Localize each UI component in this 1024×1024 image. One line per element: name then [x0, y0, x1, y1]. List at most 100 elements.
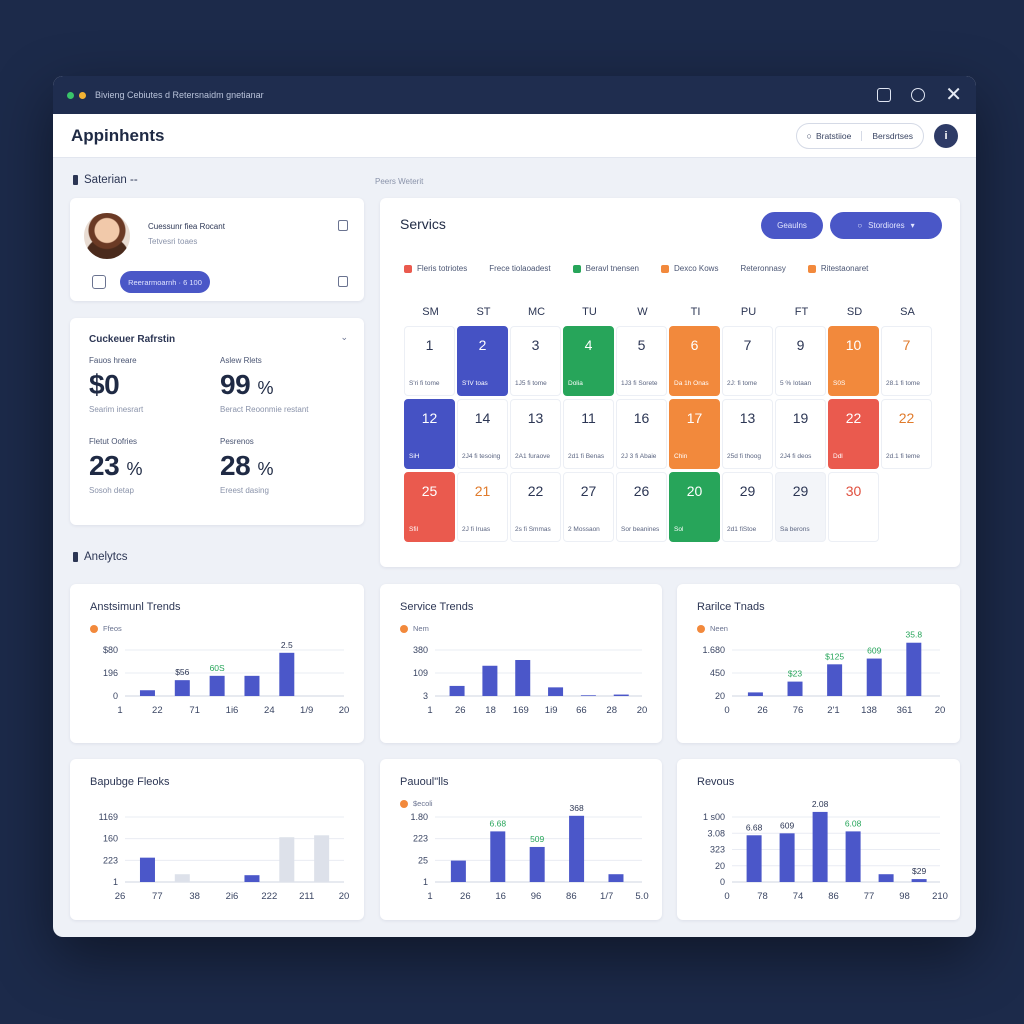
x-tick-label: 5.0 — [635, 891, 648, 902]
calendar-day[interactable]: 2 S'IV toas — [457, 326, 508, 396]
maximize-icon[interactable] — [911, 88, 926, 102]
calendar-day[interactable]: 19 2Ј4 fi deos — [775, 399, 826, 469]
window-dot-yellow[interactable] — [79, 91, 86, 99]
breadcrumb[interactable]: Peers Weterit — [375, 177, 424, 186]
minimize-icon[interactable] — [877, 88, 892, 102]
day-number: 25 — [421, 483, 438, 499]
data-label: 609 — [867, 646, 881, 656]
header-pill-right[interactable]: Bersdrtses — [861, 130, 923, 141]
calendar-day[interactable]: 29 2d1 fiStoe — [722, 472, 773, 542]
info-button[interactable]: i — [934, 123, 958, 148]
calendar-day[interactable]: 12 SiH — [404, 399, 455, 469]
services-primary-button[interactable]: Geaulns — [761, 212, 823, 239]
services-title: Servics — [400, 216, 446, 232]
day-event: 2Ј4 fi tesoing — [462, 453, 501, 460]
legend-item[interactable]: Ritestaonaret — [807, 264, 868, 273]
window-dot-green[interactable] — [67, 91, 74, 99]
calendar-day[interactable]: 11 2d1 fi Benas — [563, 399, 614, 469]
x-tick-label: 77 — [152, 891, 163, 902]
day-event: Sfil — [409, 526, 419, 533]
legend-item[interactable]: Dexco Kows — [660, 264, 718, 273]
calendar-day[interactable]: 25 Sfil — [404, 472, 455, 542]
day-number: 9 — [796, 337, 805, 353]
x-tick-label: 1 — [427, 705, 432, 716]
calendar-day[interactable]: 3 1Ј5 fi tome — [510, 326, 561, 396]
chart-bar — [174, 680, 190, 696]
data-label: $125 — [825, 651, 844, 661]
calendar-day[interactable]: 14 2Ј4 fi tesoing — [457, 399, 508, 469]
stat-4: Pesrenos 28 % Ereest dasing — [220, 437, 273, 495]
avatar[interactable] — [82, 211, 132, 261]
calendar-day[interactable]: 30 — [828, 472, 879, 542]
calendar-day[interactable]: 10 S0S — [828, 326, 879, 396]
calendar-day[interactable]: 9 5 % Iotaan — [775, 326, 826, 396]
weekday-label: FT — [794, 306, 809, 318]
services-legend: Fleris totriotes Frece tiolaoadest Beravl … — [404, 264, 868, 273]
day-event: 2 Mossaon — [568, 526, 600, 533]
chart-bar — [450, 860, 466, 882]
close-icon[interactable]: ✕ — [945, 84, 962, 106]
calendar-day[interactable]: 1 S'ri fi tome — [404, 326, 455, 396]
chart-bar — [244, 875, 260, 882]
x-tick-label: 1 — [427, 891, 432, 902]
left-section-label-text: Saterian -- — [84, 174, 138, 186]
calendar-day[interactable]: 21 2Ј fi Iruas — [457, 472, 508, 542]
chart-bar — [314, 835, 330, 882]
chart-legend: Ffeos — [90, 624, 122, 633]
chart-bar — [779, 833, 795, 882]
calendar-weekdays: SM ST MC TU W TI PU FT SD SA — [404, 306, 934, 318]
calendar-day[interactable]: 20 Sol — [669, 472, 720, 542]
calendar-day[interactable]: 26 Sor beanines — [616, 472, 667, 542]
bookmark-icon[interactable] — [338, 220, 348, 231]
calendar-day[interactable]: 27 2 Mossaon — [563, 472, 614, 542]
calendar-day[interactable]: 7 28.1 fi tome — [881, 326, 932, 396]
calendar-day[interactable]: 29 Sa berons — [775, 472, 826, 542]
chart-card: Bapubge Fleoks 1169 160 223 1 26 77 38 2i6 222 211… — [70, 759, 364, 920]
x-tick-label: 0 — [724, 891, 729, 902]
chart-plot: 380 109 3 1 26 18 169 1i9 66 28 20 — [413, 645, 647, 716]
chart-card: Revous 1 s00 3.08 323 20 0 6.68 609 2.08 6.08 $29 0… — [677, 759, 960, 920]
day-number: 16 — [633, 410, 650, 426]
x-tick-label: 98 — [899, 891, 910, 902]
day-event: 2Ј fi Iruas — [462, 526, 491, 533]
day-number: 29 — [739, 483, 756, 499]
calendar-day[interactable]: 16 2Ј 3 fi Abaie — [616, 399, 667, 469]
calendar-day[interactable]: 22 2d.1 fi teme — [881, 399, 932, 469]
chevron-down-icon[interactable]: ⌄ — [340, 332, 348, 342]
calendar-day[interactable]: 13 25d fi thoog — [722, 399, 773, 469]
profile-action-button[interactable]: Reerarmoarnh · 6 100 — [120, 271, 210, 293]
section-icon — [73, 175, 78, 185]
calendar-day[interactable]: 22 2s fi Smmas — [510, 472, 561, 542]
day-event: 2d1 fiStoe — [727, 526, 757, 533]
x-tick-label: 1/7 — [600, 891, 613, 902]
data-label: $56 — [175, 667, 189, 677]
message-icon[interactable] — [92, 275, 106, 289]
calendar-day[interactable]: 5 1Ј3 fi Sorete — [616, 326, 667, 396]
calendar-day[interactable]: 7 2Ј: fi tome — [722, 326, 773, 396]
x-tick-label: 96 — [531, 891, 542, 902]
calendar-day[interactable]: 17 Chin — [669, 399, 720, 469]
stat-value: 28 % — [220, 450, 273, 481]
legend-item[interactable]: Beravl tnensen — [572, 264, 639, 273]
legend-item[interactable]: Fleris totriotes — [404, 264, 467, 273]
day-event: Sa berons — [780, 526, 810, 533]
calendar-day[interactable]: 22 Ddl — [828, 399, 879, 469]
weekday-label: SA — [900, 306, 915, 318]
header-pill-left[interactable]: ○ Bratstiioe — [797, 131, 862, 141]
legend-item[interactable]: Frece tiolaoadest — [489, 264, 550, 273]
calendar-day[interactable]: 4 Dolia — [563, 326, 614, 396]
day-number: 29 — [792, 483, 809, 499]
chevron-down-icon: ▾ — [910, 221, 915, 230]
calendar-icon[interactable] — [338, 276, 348, 287]
x-tick-label: 86 — [566, 891, 577, 902]
calendar-day[interactable]: 6 Da 1h Onas — [669, 326, 720, 396]
legend-item[interactable]: Reteronnasy — [740, 264, 785, 273]
y-tick-label: $80 — [103, 645, 118, 655]
chart-title: Service Trends — [400, 601, 474, 613]
calendar-day[interactable]: 13 2A1 furaove — [510, 399, 561, 469]
stat-sub: Sosoh detap — [89, 486, 134, 495]
y-tick-label: 20 — [715, 691, 725, 701]
services-search-button[interactable]: ○ Stordiores ▾ — [830, 212, 942, 239]
legend-label: Frece tiolaoadest — [489, 264, 551, 273]
stats-title: Cuckeuer Rafrstin — [89, 334, 176, 345]
